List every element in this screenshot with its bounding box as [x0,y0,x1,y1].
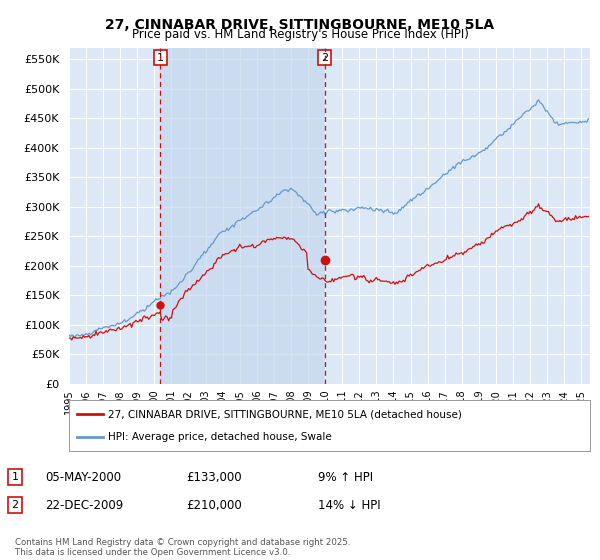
Text: 05-MAY-2000: 05-MAY-2000 [45,470,121,484]
Text: 27, CINNABAR DRIVE, SITTINGBOURNE, ME10 5LA (detached house): 27, CINNABAR DRIVE, SITTINGBOURNE, ME10 … [108,409,462,419]
Text: Contains HM Land Registry data © Crown copyright and database right 2025.
This d: Contains HM Land Registry data © Crown c… [15,538,350,557]
Text: 27, CINNABAR DRIVE, SITTINGBOURNE, ME10 5LA: 27, CINNABAR DRIVE, SITTINGBOURNE, ME10 … [106,18,494,32]
Text: 22-DEC-2009: 22-DEC-2009 [45,498,123,512]
Text: 1: 1 [157,53,164,63]
Text: 1: 1 [11,472,19,482]
Text: 2: 2 [11,500,19,510]
Text: £133,000: £133,000 [186,470,242,484]
Text: 2: 2 [321,53,328,63]
Text: 14% ↓ HPI: 14% ↓ HPI [318,498,380,512]
Text: £210,000: £210,000 [186,498,242,512]
Text: Price paid vs. HM Land Registry's House Price Index (HPI): Price paid vs. HM Land Registry's House … [131,28,469,41]
Bar [160,48,325,384]
Text: HPI: Average price, detached house, Swale: HPI: Average price, detached house, Swal… [108,432,332,442]
Text: 9% ↑ HPI: 9% ↑ HPI [318,470,373,484]
